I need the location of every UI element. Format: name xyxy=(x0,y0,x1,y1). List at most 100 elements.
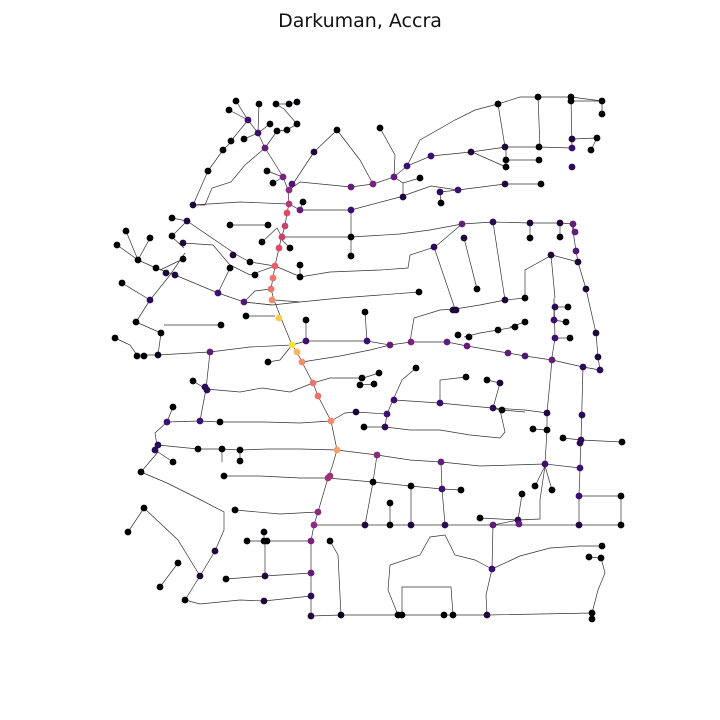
intersection-node xyxy=(111,334,119,342)
intersection-node xyxy=(617,521,625,529)
intersection-node xyxy=(222,575,230,583)
intersection-node xyxy=(582,285,590,293)
intersection-node xyxy=(494,100,502,108)
intersection-node xyxy=(203,386,211,394)
intersection-node xyxy=(229,251,237,259)
intersection-node xyxy=(219,146,227,154)
street-segment xyxy=(440,461,446,526)
intersection-node xyxy=(189,201,197,209)
street-segment xyxy=(205,351,211,390)
street-segment xyxy=(537,96,541,148)
intersection-node xyxy=(550,316,558,324)
street-segment xyxy=(580,366,584,441)
intersection-node xyxy=(443,338,451,346)
intersection-node xyxy=(574,258,582,266)
intersection-node xyxy=(575,521,583,529)
intersection-node xyxy=(154,351,162,359)
intersection-node xyxy=(489,218,497,226)
intersection-node xyxy=(293,348,301,356)
intersection-node xyxy=(286,244,294,252)
street-segment xyxy=(329,540,342,616)
street-segment xyxy=(263,532,311,542)
intersection-node xyxy=(264,221,272,229)
intersection-node xyxy=(521,318,529,326)
intersection-node xyxy=(269,179,277,187)
intersection-node xyxy=(285,186,293,194)
intersection-node xyxy=(271,262,279,270)
intersection-node xyxy=(243,537,251,545)
intersection-node xyxy=(307,592,315,600)
intersection-node xyxy=(163,418,171,426)
intersection-node xyxy=(314,508,322,516)
intersection-node xyxy=(518,490,526,498)
street-segment xyxy=(562,437,623,443)
street-segment xyxy=(550,254,556,299)
intersection-node xyxy=(430,243,438,251)
intersection-node xyxy=(399,193,407,201)
intersection-node xyxy=(407,482,415,490)
intersection-node xyxy=(502,156,510,164)
intersection-node xyxy=(189,377,197,385)
street-segment xyxy=(199,388,207,422)
intersection-node xyxy=(569,220,577,228)
street-segment xyxy=(524,254,579,298)
intersection-node xyxy=(618,438,626,446)
intersection-node xyxy=(288,180,296,188)
intersection-node xyxy=(386,499,394,507)
intersection-node xyxy=(324,474,332,482)
intersection-node xyxy=(568,135,576,143)
street-segment xyxy=(264,103,298,149)
intersection-node xyxy=(361,308,369,316)
intersection-node xyxy=(162,269,170,277)
intersection-node xyxy=(244,116,252,124)
intersection-node xyxy=(283,209,291,217)
intersection-node xyxy=(137,468,145,476)
intersection-node xyxy=(179,239,187,247)
street-segment xyxy=(154,420,201,453)
intersection-node xyxy=(281,222,289,230)
intersection-node xyxy=(566,334,574,342)
intersection-node xyxy=(452,306,460,314)
intersection-node xyxy=(551,334,559,342)
intersection-node xyxy=(489,521,497,529)
intersection-node xyxy=(156,583,164,591)
intersection-node xyxy=(473,285,481,293)
street-segment xyxy=(207,149,224,172)
intersection-node xyxy=(441,521,449,529)
intersection-node xyxy=(501,296,509,304)
intersection-node xyxy=(363,337,371,345)
street-segment xyxy=(575,250,601,371)
intersection-node xyxy=(266,120,274,128)
intersection-node xyxy=(361,521,369,529)
intersection-node xyxy=(288,341,296,349)
intersection-node xyxy=(529,425,537,433)
intersection-node xyxy=(526,234,534,242)
street-segment xyxy=(393,399,441,404)
intersection-node xyxy=(307,569,315,577)
intersection-node xyxy=(416,174,424,182)
intersection-node xyxy=(547,251,555,259)
street-segment xyxy=(591,557,606,614)
intersection-node xyxy=(534,93,542,101)
intersection-node xyxy=(285,100,293,108)
street-segment xyxy=(534,465,546,487)
intersection-node xyxy=(168,232,176,240)
street-segment xyxy=(273,299,301,303)
street-segment xyxy=(497,103,506,148)
street-segment xyxy=(463,326,516,338)
intersection-node xyxy=(194,445,202,453)
intersection-node xyxy=(272,100,280,108)
street-segment xyxy=(299,223,463,278)
intersection-node xyxy=(535,156,543,164)
intersection-node xyxy=(275,244,283,252)
intersection-node xyxy=(412,364,420,372)
intersection-node xyxy=(146,234,154,242)
intersection-node xyxy=(278,233,286,241)
intersection-node xyxy=(390,173,398,181)
intersection-node xyxy=(556,233,564,241)
intersection-node xyxy=(504,349,512,357)
intersection-node xyxy=(369,180,377,188)
intersection-node xyxy=(302,316,310,324)
intersection-node xyxy=(132,318,140,326)
intersection-node xyxy=(157,329,165,337)
